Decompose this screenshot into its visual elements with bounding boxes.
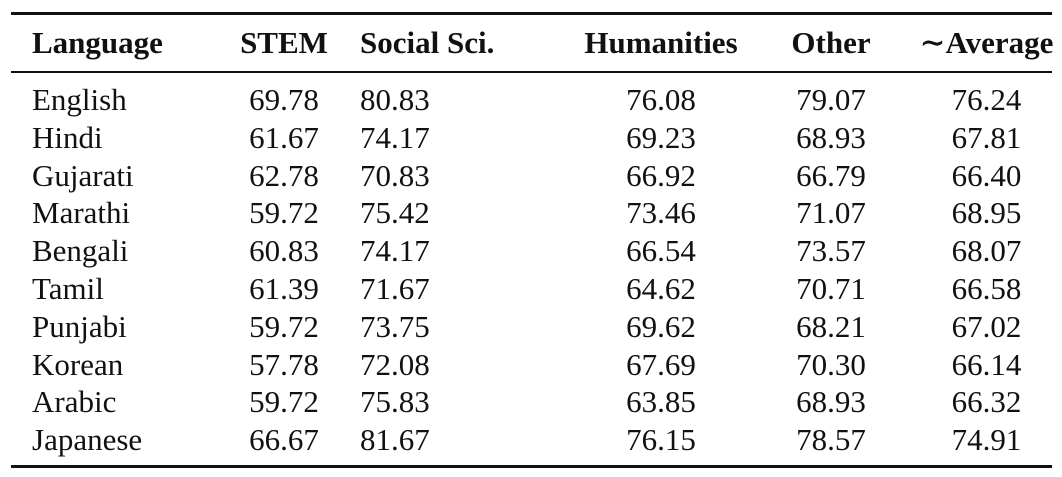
- cell-social-sci: 74.17: [360, 119, 430, 155]
- table-body: English 69.78 80.83 76.08 79.07 76.24 Hindi 61.…: [11, 73, 1062, 465]
- cell-social-sci: 74.17: [360, 233, 430, 269]
- cell-social-sci: 71.67: [360, 270, 430, 306]
- header-language: Language: [32, 25, 163, 60]
- cell-stem: 59.72: [249, 195, 319, 231]
- cell-other: 71.07: [796, 195, 866, 231]
- cell-average: 68.95: [951, 195, 1022, 231]
- cell-average: 66.58: [951, 270, 1022, 306]
- cell-stem: 61.39: [249, 270, 319, 306]
- cell-humanities: 64.62: [626, 270, 696, 306]
- cell-language: Marathi: [32, 195, 131, 231]
- header-humanities: Humanities: [584, 25, 738, 60]
- table-row: Gujarati 62.78 70.83 66.92 66.79 66.40: [11, 157, 1062, 195]
- cell-other: 79.07: [796, 82, 866, 117]
- cell-humanities: 67.69: [626, 346, 696, 382]
- cell-humanities: 69.23: [626, 119, 696, 155]
- table-row: Arabic 59.72 75.83 63.85 68.93 66.32: [11, 383, 1062, 421]
- cell-other: 68.93: [796, 384, 866, 420]
- cell-social-sci: 70.83: [360, 157, 430, 193]
- header-average: ∼Average: [919, 25, 1054, 60]
- cell-language: English: [32, 82, 127, 117]
- table-row: Korean 57.78 72.08 67.69 70.30 66.14: [11, 346, 1062, 384]
- table-row: Japanese 66.67 81.67 76.15 78.57 74.91: [11, 421, 1062, 465]
- cell-other: 70.71: [796, 270, 866, 306]
- cell-language: Korean: [32, 346, 124, 382]
- table-row: Punjabi 59.72 73.75 69.62 68.21 67.02: [11, 308, 1062, 346]
- cell-other: 70.30: [796, 346, 866, 382]
- cell-stem: 69.78: [249, 82, 319, 117]
- cell-social-sci: 81.67: [360, 422, 430, 458]
- cell-stem: 59.72: [249, 384, 319, 420]
- cell-humanities: 76.08: [626, 82, 696, 117]
- header-other: Other: [791, 25, 871, 60]
- cell-social-sci: 72.08: [360, 346, 430, 382]
- cell-other: 66.79: [796, 157, 866, 193]
- cell-social-sci: 75.42: [360, 195, 430, 231]
- cell-average: 66.40: [951, 157, 1022, 193]
- cell-stem: 61.67: [249, 119, 319, 155]
- cell-stem: 60.83: [249, 233, 319, 269]
- cell-stem: 57.78: [249, 346, 319, 382]
- cell-average: 74.91: [951, 422, 1022, 458]
- cell-language: Punjabi: [32, 308, 127, 344]
- header-row: Language STEM Social Sci. Humanities Oth…: [11, 15, 1062, 71]
- cell-humanities: 63.85: [626, 384, 696, 420]
- cell-humanities: 76.15: [626, 422, 696, 458]
- cell-humanities: 66.54: [626, 233, 696, 269]
- top-rule: [11, 12, 1052, 15]
- cell-average: 68.07: [951, 233, 1022, 269]
- bottom-rule: [11, 464, 1052, 468]
- cell-average: 66.14: [951, 346, 1022, 382]
- cell-humanities: 73.46: [626, 195, 696, 231]
- table-row: Bengali 60.83 74.17 66.54 73.57 68.07: [11, 232, 1062, 270]
- cell-stem: 62.78: [249, 157, 319, 193]
- cell-language: Bengali: [32, 233, 129, 269]
- results-table-container: Language STEM Social Sci. Humanities Oth…: [11, 12, 1053, 468]
- cell-stem: 66.67: [249, 422, 319, 458]
- cell-language: Japanese: [32, 422, 143, 458]
- cell-average: 76.24: [951, 82, 1022, 117]
- results-table: Language STEM Social Sci. Humanities Oth…: [11, 15, 1062, 71]
- cell-other: 73.57: [796, 233, 866, 269]
- results-table-body: English 69.78 80.83 76.08 79.07 76.24 Hindi 61.…: [11, 73, 1062, 465]
- header-stem: STEM: [240, 25, 328, 60]
- cell-other: 78.57: [796, 422, 866, 458]
- cell-social-sci: 80.83: [360, 82, 430, 117]
- cell-language: Gujarati: [32, 157, 134, 193]
- cell-language: Tamil: [32, 270, 104, 306]
- cell-average: 67.81: [951, 119, 1022, 155]
- table-row: Marathi 59.72 75.42 73.46 71.07 68.95: [11, 194, 1062, 232]
- cell-social-sci: 73.75: [360, 308, 430, 344]
- cell-social-sci: 75.83: [360, 384, 430, 420]
- cell-language: Hindi: [32, 119, 103, 155]
- table-row: English 69.78 80.83 76.08 79.07 76.24: [11, 73, 1062, 119]
- cell-average: 66.32: [951, 384, 1022, 420]
- cell-other: 68.93: [796, 119, 866, 155]
- cell-stem: 59.72: [249, 308, 319, 344]
- cell-language: Arabic: [32, 384, 117, 420]
- table-row: Tamil 61.39 71.67 64.62 70.71 66.58: [11, 270, 1062, 308]
- table-header: Language STEM Social Sci. Humanities Oth…: [11, 15, 1062, 71]
- cell-humanities: 69.62: [626, 308, 696, 344]
- header-rule: [11, 71, 1052, 73]
- cell-humanities: 66.92: [626, 157, 696, 193]
- header-social-sci: Social Sci.: [360, 25, 495, 60]
- cell-average: 67.02: [951, 308, 1022, 344]
- table-row: Hindi 61.67 74.17 69.23 68.93 67.81: [11, 119, 1062, 157]
- cell-other: 68.21: [796, 308, 866, 344]
